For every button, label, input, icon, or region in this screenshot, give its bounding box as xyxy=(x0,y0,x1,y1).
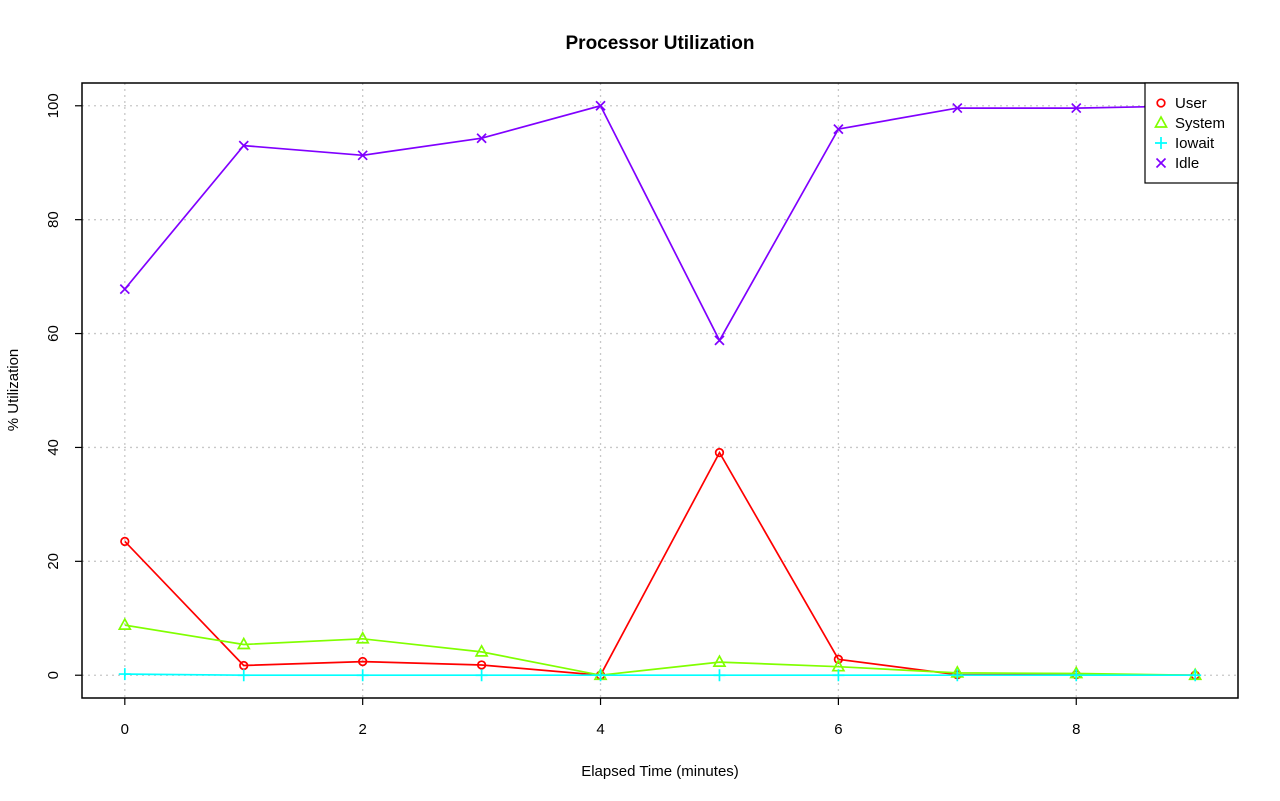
x-tick-label: 6 xyxy=(834,721,842,738)
data-point-user xyxy=(476,660,487,670)
legend-label-idle: Idle xyxy=(1175,155,1199,172)
data-point-iowait xyxy=(1189,669,1202,682)
data-point-iowait xyxy=(475,669,488,682)
data-point-system xyxy=(712,654,727,667)
data-point-idle xyxy=(833,124,844,135)
x-tick-label: 4 xyxy=(596,721,604,738)
data-point-idle xyxy=(714,335,725,346)
x-axis-title: Elapsed Time (minutes) xyxy=(581,763,739,780)
data-point-system xyxy=(474,644,489,657)
data-point-idle xyxy=(119,284,130,295)
x-tick-label: 8 xyxy=(1072,721,1080,738)
y-tick-label: 100 xyxy=(45,93,62,118)
data-point-system xyxy=(355,631,370,644)
data-point-iowait xyxy=(118,668,131,681)
legend-label-user: User xyxy=(1175,95,1207,112)
data-point-idle xyxy=(595,100,606,111)
x-tick-label: 2 xyxy=(359,721,367,738)
data-point-iowait xyxy=(1070,669,1083,682)
y-tick-label: 60 xyxy=(45,325,62,342)
series-system xyxy=(117,617,1203,681)
data-point-idle xyxy=(476,133,487,144)
y-tick-label: 80 xyxy=(45,211,62,228)
grid xyxy=(82,83,1238,698)
data-point-system xyxy=(236,636,251,650)
data-point-idle xyxy=(952,102,963,114)
x-axis: 0 2 4 6 8 xyxy=(121,698,1080,738)
y-tick-label: 40 xyxy=(45,439,62,456)
series-line-system xyxy=(124,624,1196,677)
data-point-iowait xyxy=(594,669,607,682)
legend: User System Iowait Idle xyxy=(1144,82,1239,184)
chart-title: Processor Utilization xyxy=(566,33,755,54)
series-line-iowait xyxy=(124,673,1196,677)
data-point-iowait xyxy=(237,669,250,682)
y-axis: 0 20 40 60 80 100 xyxy=(45,93,82,679)
legend-label-system: System xyxy=(1175,115,1225,132)
x-tick-label: 0 xyxy=(121,721,129,738)
legend-marker-iowait xyxy=(1155,137,1167,149)
data-point-iowait xyxy=(832,669,845,682)
series-idle xyxy=(119,100,1201,346)
series-line-idle xyxy=(124,104,1196,343)
data-point-user xyxy=(358,656,368,667)
series-user xyxy=(120,447,1200,680)
data-point-iowait xyxy=(356,669,369,682)
data-point-iowait xyxy=(713,669,726,682)
y-axis-title: % Utilization xyxy=(5,349,22,432)
legend-marker-idle xyxy=(1155,157,1167,169)
data-point-iowait xyxy=(951,669,964,682)
y-tick-label: 20 xyxy=(45,553,62,570)
data-point-user xyxy=(120,536,130,547)
data-point-user xyxy=(714,447,725,458)
data-point-system xyxy=(117,617,132,630)
data-point-idle xyxy=(238,140,249,151)
y-tick-label: 0 xyxy=(45,671,62,679)
legend-marker-user xyxy=(1156,98,1166,108)
legend-marker-system xyxy=(1154,115,1168,128)
data-point-idle xyxy=(1071,102,1082,114)
plot-frame xyxy=(81,82,1239,699)
data-point-user xyxy=(833,654,844,664)
legend-label-iowait: Iowait xyxy=(1175,135,1215,152)
series-iowait xyxy=(118,668,1202,682)
series-lines xyxy=(117,100,1203,682)
data-point-idle xyxy=(357,150,368,161)
